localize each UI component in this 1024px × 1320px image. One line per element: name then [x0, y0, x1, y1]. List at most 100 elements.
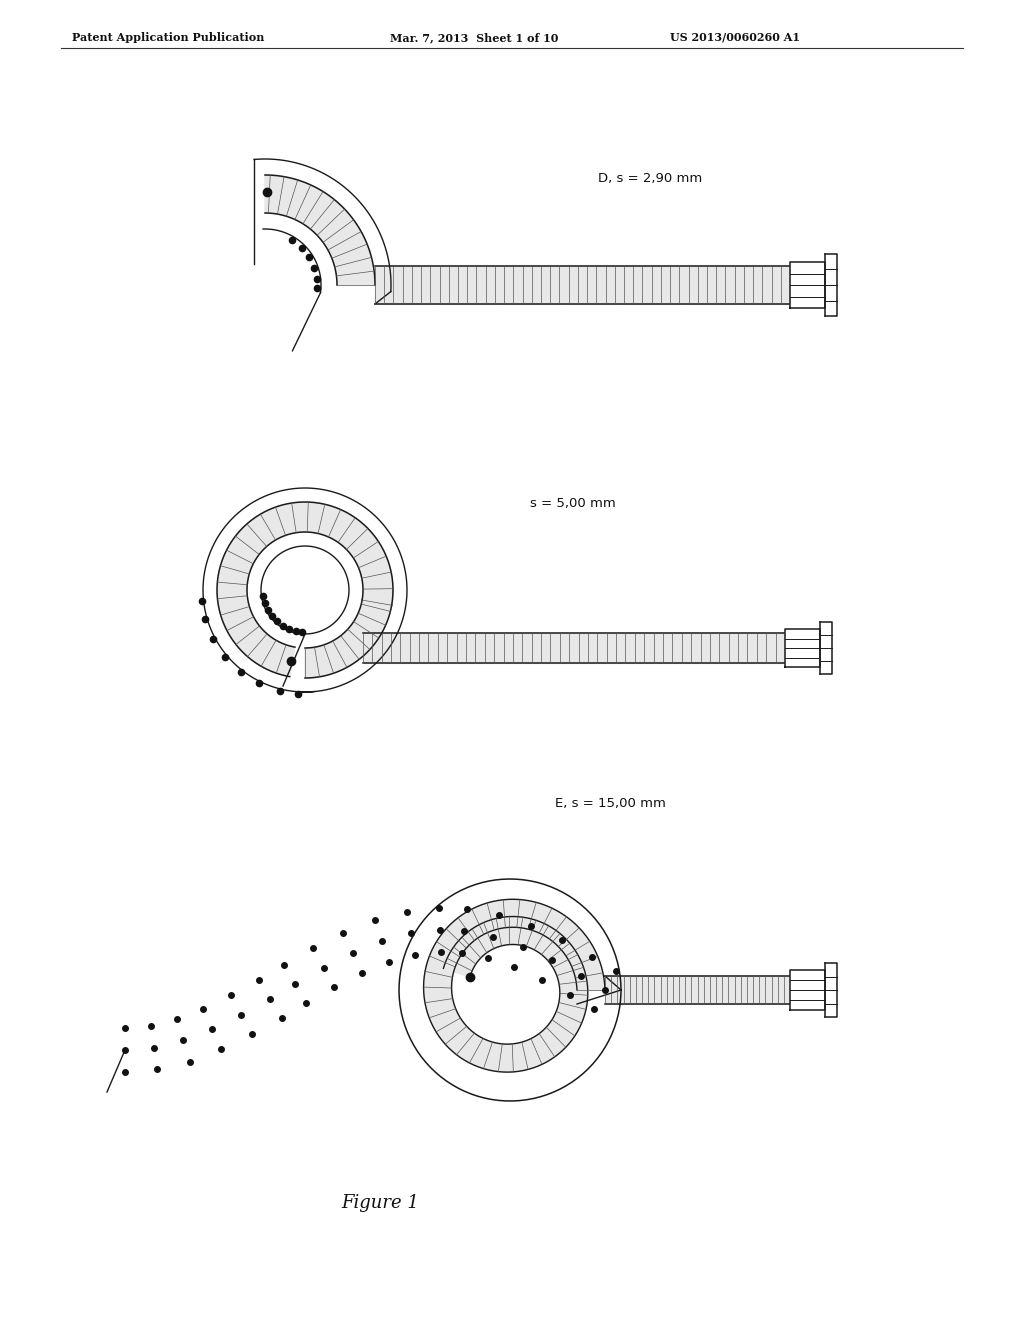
Polygon shape [534, 1036, 549, 1063]
Polygon shape [573, 965, 601, 974]
Polygon shape [494, 1044, 501, 1072]
Polygon shape [538, 907, 552, 933]
Polygon shape [503, 917, 507, 945]
Polygon shape [523, 919, 534, 946]
Polygon shape [425, 972, 453, 979]
Polygon shape [424, 985, 452, 989]
Polygon shape [558, 974, 586, 981]
Polygon shape [825, 253, 837, 315]
Polygon shape [432, 1014, 459, 1027]
Polygon shape [449, 953, 474, 969]
Polygon shape [470, 929, 486, 953]
Polygon shape [455, 1032, 474, 1055]
Polygon shape [528, 1039, 540, 1067]
Polygon shape [439, 935, 463, 954]
Polygon shape [446, 958, 472, 972]
Polygon shape [547, 941, 569, 961]
Polygon shape [548, 1023, 570, 1044]
Polygon shape [559, 983, 588, 987]
Polygon shape [540, 908, 554, 935]
Polygon shape [559, 999, 587, 1007]
Polygon shape [454, 920, 473, 942]
Polygon shape [559, 997, 588, 1002]
Polygon shape [530, 923, 545, 949]
Polygon shape [526, 902, 537, 929]
Polygon shape [545, 939, 566, 958]
Polygon shape [442, 931, 465, 950]
Polygon shape [546, 940, 568, 960]
Polygon shape [424, 974, 453, 981]
Polygon shape [551, 919, 571, 941]
Polygon shape [461, 937, 480, 958]
Polygon shape [444, 962, 471, 974]
Polygon shape [554, 1015, 579, 1032]
Polygon shape [575, 973, 603, 979]
Polygon shape [549, 917, 568, 940]
Polygon shape [574, 970, 603, 978]
Polygon shape [529, 921, 543, 948]
Polygon shape [426, 1002, 454, 1010]
Polygon shape [559, 981, 587, 986]
Polygon shape [547, 1024, 569, 1045]
Polygon shape [511, 899, 514, 927]
Polygon shape [574, 968, 602, 975]
Text: Mar. 7, 2013  Sheet 1 of 10: Mar. 7, 2013 Sheet 1 of 10 [390, 32, 558, 44]
Polygon shape [556, 964, 583, 974]
Polygon shape [519, 900, 525, 928]
Polygon shape [476, 925, 490, 952]
Polygon shape [424, 977, 452, 982]
Polygon shape [441, 933, 464, 953]
Polygon shape [577, 978, 604, 983]
Polygon shape [424, 982, 452, 986]
Polygon shape [425, 969, 453, 977]
Polygon shape [512, 1044, 516, 1072]
Polygon shape [505, 916, 508, 945]
Polygon shape [425, 997, 453, 1003]
Polygon shape [526, 1040, 538, 1067]
Polygon shape [476, 1040, 489, 1067]
Polygon shape [534, 906, 547, 932]
Polygon shape [477, 906, 488, 933]
Polygon shape [428, 958, 455, 970]
Polygon shape [424, 987, 452, 990]
Polygon shape [577, 987, 605, 990]
Polygon shape [461, 1035, 478, 1059]
Text: US 2013/0060260 A1: US 2013/0060260 A1 [670, 32, 800, 44]
Polygon shape [426, 964, 454, 974]
Polygon shape [558, 1005, 586, 1014]
Polygon shape [489, 902, 498, 929]
Polygon shape [507, 916, 510, 945]
Polygon shape [511, 916, 514, 945]
Polygon shape [497, 917, 503, 946]
Polygon shape [486, 1043, 496, 1071]
Polygon shape [462, 936, 481, 958]
Polygon shape [431, 1012, 458, 1026]
Polygon shape [447, 957, 473, 972]
Polygon shape [489, 920, 499, 946]
Polygon shape [465, 912, 480, 937]
Polygon shape [522, 919, 531, 945]
Polygon shape [559, 1001, 587, 1010]
Polygon shape [438, 937, 462, 956]
Polygon shape [472, 1039, 486, 1065]
Polygon shape [514, 1044, 518, 1072]
Polygon shape [570, 952, 597, 965]
Polygon shape [499, 1044, 504, 1072]
Polygon shape [430, 952, 457, 965]
Polygon shape [426, 966, 454, 975]
Polygon shape [463, 913, 479, 939]
Polygon shape [513, 899, 517, 927]
Polygon shape [556, 1010, 583, 1023]
Polygon shape [517, 1043, 523, 1071]
Polygon shape [554, 957, 580, 970]
Polygon shape [577, 981, 604, 986]
Polygon shape [494, 919, 502, 946]
Polygon shape [439, 1020, 464, 1039]
Polygon shape [463, 1036, 480, 1060]
Polygon shape [565, 939, 590, 956]
Polygon shape [453, 1031, 473, 1053]
Polygon shape [445, 960, 472, 973]
Polygon shape [790, 970, 825, 1010]
Polygon shape [554, 923, 575, 944]
Polygon shape [479, 1041, 490, 1068]
